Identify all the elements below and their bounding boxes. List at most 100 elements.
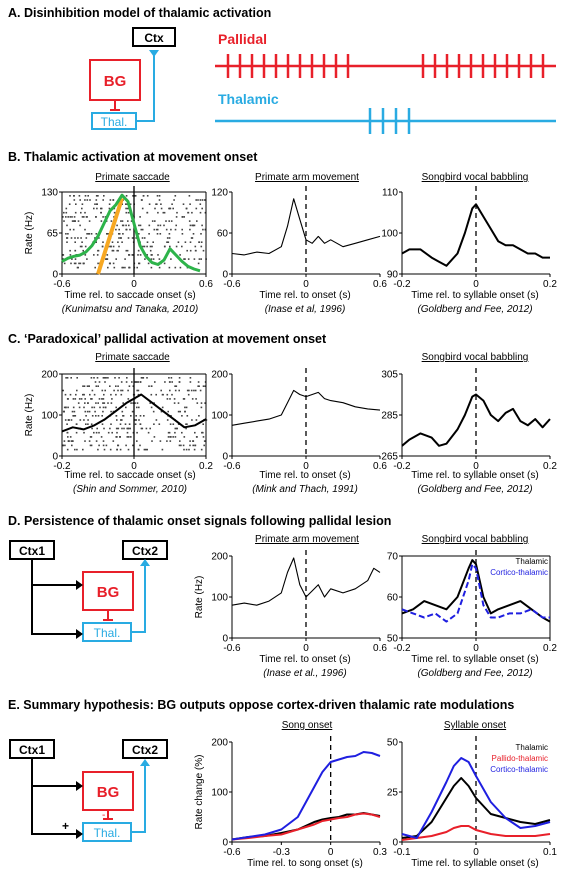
raster-dot bbox=[185, 423, 187, 425]
raster-dot bbox=[141, 237, 144, 239]
orange-bar bbox=[96, 197, 124, 275]
raster-dot bbox=[70, 237, 73, 239]
ctx2-label: Ctx2 bbox=[132, 544, 158, 558]
raster-dot bbox=[137, 389, 140, 392]
raster-dot bbox=[69, 228, 71, 231]
raster-dot bbox=[84, 199, 86, 201]
raster-dot bbox=[139, 216, 141, 218]
raster-dot bbox=[169, 245, 171, 248]
raster-dot bbox=[89, 436, 92, 438]
raster-dot bbox=[185, 427, 187, 430]
raster-dot bbox=[193, 389, 195, 392]
y-tick-label: 0 bbox=[222, 838, 228, 849]
y-tick-label: 285 bbox=[381, 411, 398, 422]
raster-dot bbox=[174, 436, 177, 438]
x-tick-label: 0 bbox=[473, 279, 479, 290]
raster-dot bbox=[132, 195, 134, 197]
bg-box bbox=[89, 59, 141, 101]
raster-dot bbox=[195, 199, 197, 201]
raster-dot bbox=[188, 220, 191, 222]
pallidal-label: Pallidal bbox=[218, 31, 267, 47]
raster-dot bbox=[202, 436, 205, 438]
chart-e2: -0.6 -0.3 0 0.3 0 100 200 Rate change (%) bbox=[194, 736, 387, 858]
raster-dot bbox=[126, 431, 129, 434]
raster-dot bbox=[112, 410, 115, 413]
raster-dot bbox=[138, 233, 140, 235]
x-tick-label: -0.6 bbox=[223, 279, 241, 290]
d2-xlabel: Time rel. to onset (s) bbox=[259, 654, 351, 665]
heading-e: E. Summary hypothesis: BG outputs oppose… bbox=[8, 698, 515, 712]
raster-dot bbox=[112, 440, 115, 442]
y-tick-label: 100 bbox=[41, 411, 58, 422]
raster-dot bbox=[64, 419, 67, 421]
bg-box bbox=[82, 771, 134, 811]
raster-dot bbox=[160, 410, 163, 413]
raster-dot bbox=[113, 266, 116, 269]
raster-dot bbox=[166, 241, 168, 243]
series-line-0 bbox=[401, 203, 550, 267]
series-line-1 bbox=[231, 812, 381, 841]
raster-dot bbox=[89, 444, 92, 447]
ctx2-label: Ctx2 bbox=[132, 743, 158, 757]
raster-dot bbox=[116, 448, 118, 451]
raster-dot bbox=[186, 423, 188, 425]
raster-dot bbox=[94, 410, 96, 413]
raster-dot bbox=[189, 249, 192, 252]
raster-dot bbox=[108, 203, 111, 205]
raster-dot bbox=[139, 254, 142, 256]
raster-dot bbox=[170, 436, 172, 438]
raster-dot bbox=[177, 402, 180, 404]
x-tick-label: -0.6 bbox=[223, 847, 241, 858]
raster-dot bbox=[169, 381, 171, 383]
raster-dot bbox=[126, 377, 128, 379]
raster-dot bbox=[75, 203, 77, 205]
raster-dot bbox=[195, 207, 198, 210]
raster-dot bbox=[122, 233, 124, 235]
raster-dot bbox=[85, 415, 87, 417]
raster-dot bbox=[131, 381, 133, 383]
x-tick-label: -0.6 bbox=[53, 279, 71, 290]
e3-xlabel: Time rel. to syllable onset (s) bbox=[411, 858, 539, 869]
y-tick-label: 200 bbox=[211, 552, 228, 563]
raster-dot bbox=[73, 195, 75, 197]
raster-dot bbox=[200, 448, 203, 451]
diagram-a: Ctx BG Thal. bbox=[89, 27, 176, 130]
series-line-0 bbox=[61, 393, 207, 433]
raster-dot bbox=[127, 398, 130, 400]
raster-dot bbox=[90, 233, 93, 235]
raster-dot bbox=[159, 224, 162, 227]
raster-dot bbox=[165, 228, 168, 231]
raster-dot bbox=[187, 258, 190, 260]
raster-dot bbox=[84, 254, 87, 256]
raster-dot bbox=[126, 249, 129, 252]
raster-dot bbox=[184, 241, 187, 243]
raster-dot bbox=[94, 237, 96, 239]
raster-dot bbox=[189, 440, 191, 442]
y-tick-label: 65 bbox=[47, 229, 59, 240]
x-tick-label: -0.2 bbox=[53, 461, 71, 472]
raster-dot bbox=[144, 258, 146, 260]
raster-dot bbox=[103, 377, 106, 379]
raster-dot bbox=[95, 385, 98, 387]
raster-dot bbox=[174, 385, 176, 387]
minus-sign: - bbox=[102, 810, 105, 821]
raster-dot bbox=[201, 431, 203, 434]
series-line-0 bbox=[231, 557, 381, 606]
raster-dot bbox=[73, 220, 75, 222]
raster-dot bbox=[140, 377, 143, 379]
raster-dot bbox=[104, 389, 106, 392]
raster-dot bbox=[174, 266, 177, 269]
raster-dot bbox=[158, 423, 161, 425]
raster-dot bbox=[148, 224, 151, 227]
raster-dot bbox=[84, 402, 86, 404]
raster-dot bbox=[78, 262, 80, 265]
raster-dot bbox=[128, 385, 131, 387]
raster-dot bbox=[85, 237, 88, 239]
y-tick-label: 0 bbox=[222, 634, 228, 645]
raster-dot bbox=[94, 203, 96, 205]
raster-dot bbox=[100, 207, 103, 210]
y-tick-label: 200 bbox=[211, 738, 228, 749]
raster-dot bbox=[95, 195, 98, 197]
raster-dot bbox=[151, 220, 154, 222]
raster-dot bbox=[161, 393, 164, 396]
